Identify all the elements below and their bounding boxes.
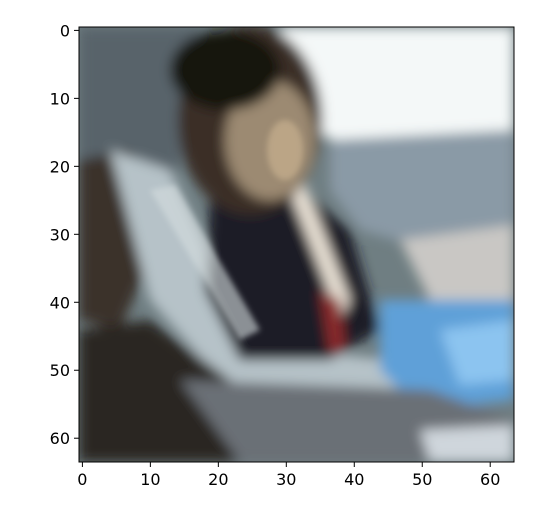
x-axis-ticks: 0 10 20 30 40 50 60 (77, 462, 500, 489)
x-tick-label: 0 (77, 470, 87, 489)
y-tick-label: 0 (60, 21, 70, 40)
x-tick-label: 40 (344, 470, 364, 489)
x-tick-label: 30 (276, 470, 296, 489)
y-tick-label: 60 (50, 429, 70, 448)
x-tick-label: 60 (480, 470, 500, 489)
y-tick-label: 40 (50, 293, 70, 312)
y-tick-label: 20 (50, 157, 70, 176)
y-tick-label: 30 (50, 225, 70, 244)
y-tick-label: 50 (50, 361, 70, 380)
x-tick-label: 20 (208, 470, 228, 489)
x-tick-label: 10 (140, 470, 160, 489)
driver-photo (79, 27, 514, 462)
x-tick-label: 50 (412, 470, 432, 489)
axes-frame (78, 26, 515, 463)
y-axis-ticks: 0 10 20 30 40 50 60 (50, 21, 79, 448)
y-tick-label: 10 (50, 89, 70, 108)
